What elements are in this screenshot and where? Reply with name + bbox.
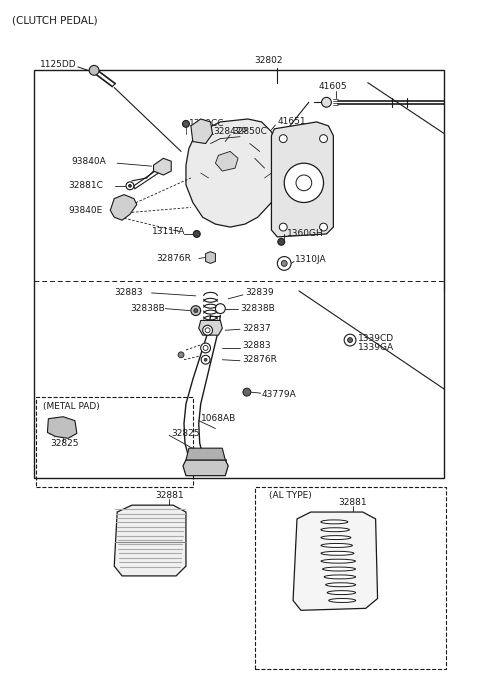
Polygon shape [191, 119, 213, 143]
Polygon shape [199, 320, 222, 335]
Circle shape [320, 135, 327, 143]
Polygon shape [110, 195, 137, 220]
Text: (AL TYPE): (AL TYPE) [269, 491, 312, 500]
Circle shape [216, 304, 225, 313]
Bar [34, 70, 444, 477]
Circle shape [193, 231, 200, 238]
Circle shape [129, 185, 132, 187]
Text: 32839: 32839 [245, 289, 274, 298]
Text: 93840A: 93840A [71, 156, 106, 166]
Text: 1068AB: 1068AB [201, 414, 236, 423]
Circle shape [320, 223, 327, 231]
Circle shape [277, 256, 291, 270]
Text: 32825: 32825 [171, 429, 200, 438]
Polygon shape [205, 251, 216, 263]
Circle shape [182, 121, 190, 127]
Ellipse shape [321, 535, 351, 539]
Circle shape [281, 260, 287, 267]
Text: 32837: 32837 [242, 324, 271, 333]
Text: 32838B: 32838B [130, 304, 165, 313]
Circle shape [322, 97, 331, 107]
Text: (METAL PAD): (METAL PAD) [44, 402, 100, 411]
Text: 32876R: 32876R [242, 356, 277, 364]
Circle shape [279, 223, 287, 231]
Text: (CLUTCH PEDAL): (CLUTCH PEDAL) [12, 16, 97, 25]
Circle shape [348, 338, 352, 342]
Ellipse shape [324, 575, 356, 579]
Text: 43779A: 43779A [262, 389, 296, 399]
Text: 32881: 32881 [339, 497, 367, 506]
Polygon shape [154, 158, 171, 175]
Ellipse shape [321, 544, 352, 548]
Text: 93840E: 93840E [68, 206, 102, 215]
Circle shape [201, 356, 210, 364]
Text: 32850C: 32850C [232, 127, 267, 136]
Text: 32881: 32881 [155, 491, 183, 500]
Ellipse shape [323, 567, 356, 571]
Ellipse shape [329, 599, 356, 602]
Polygon shape [293, 512, 378, 610]
Text: 32883: 32883 [114, 289, 143, 298]
Circle shape [278, 238, 285, 245]
Text: 32847P: 32847P [214, 127, 247, 136]
Circle shape [205, 328, 210, 333]
Text: 1339GA: 1339GA [358, 343, 394, 353]
Polygon shape [186, 448, 225, 460]
Text: 32825: 32825 [50, 439, 79, 448]
Polygon shape [186, 119, 279, 227]
Text: 32802: 32802 [255, 56, 283, 65]
Text: 1360GH: 1360GH [287, 229, 324, 238]
Circle shape [178, 352, 184, 358]
Polygon shape [48, 417, 77, 438]
Polygon shape [114, 505, 186, 576]
Text: 32838B: 32838B [240, 304, 275, 313]
Circle shape [279, 135, 287, 143]
Ellipse shape [321, 528, 349, 532]
Text: 41605: 41605 [319, 82, 347, 91]
Polygon shape [216, 152, 238, 171]
Text: 1125DD: 1125DD [39, 61, 76, 70]
Circle shape [203, 345, 208, 351]
Circle shape [194, 309, 198, 313]
Polygon shape [272, 122, 333, 237]
Circle shape [203, 325, 213, 335]
Text: 1310JA: 1310JA [295, 255, 327, 264]
Text: 32881C: 32881C [68, 181, 103, 190]
Circle shape [204, 358, 207, 361]
Circle shape [201, 343, 211, 353]
Ellipse shape [321, 520, 348, 524]
Text: 1339CD: 1339CD [358, 333, 394, 342]
Text: 32883: 32883 [242, 342, 271, 351]
Bar [36, 397, 193, 488]
Text: 32876R: 32876R [156, 254, 192, 263]
Circle shape [126, 182, 134, 189]
Bar [255, 488, 446, 669]
Ellipse shape [325, 583, 356, 587]
Circle shape [344, 334, 356, 346]
Ellipse shape [321, 559, 356, 563]
Circle shape [243, 388, 251, 396]
Polygon shape [183, 460, 228, 475]
Circle shape [296, 175, 312, 191]
Ellipse shape [327, 590, 356, 595]
Ellipse shape [321, 551, 354, 555]
Text: 1311FA: 1311FA [152, 227, 185, 236]
Circle shape [191, 306, 201, 316]
Circle shape [89, 65, 99, 75]
Text: 1339CC: 1339CC [189, 119, 225, 128]
Circle shape [284, 163, 324, 203]
Text: 41651: 41651 [277, 117, 306, 127]
